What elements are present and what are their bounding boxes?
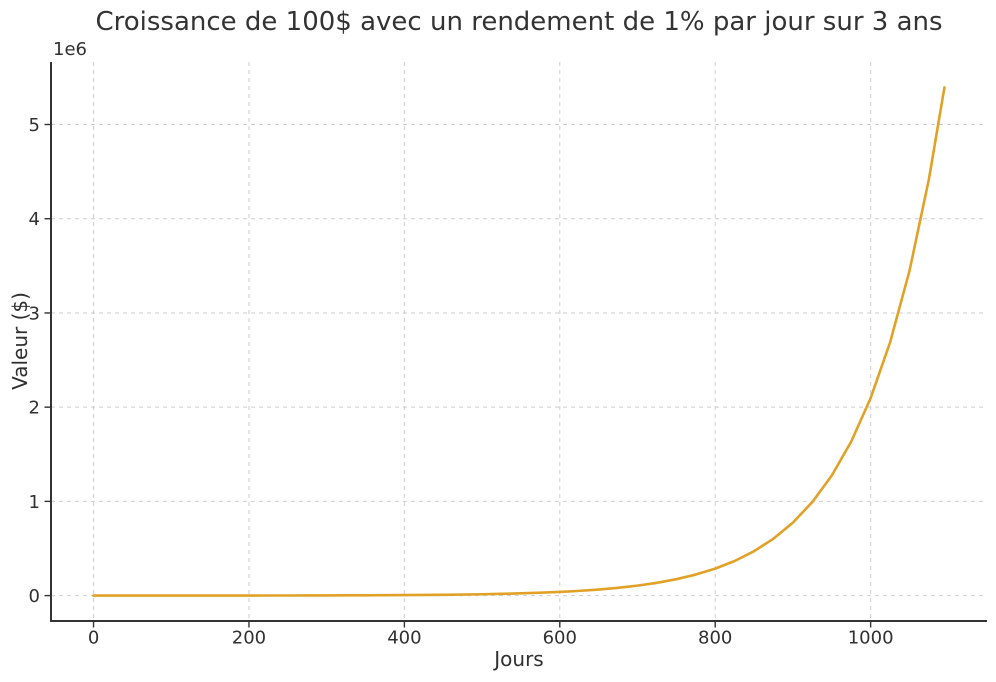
y-tick-label: 0: [29, 586, 40, 607]
x-tick-label: 600: [543, 628, 577, 649]
y-tick-label: 2: [29, 398, 40, 419]
chart-title: Croissance de 100$ avec un rendement de …: [95, 7, 943, 37]
x-tick-label: 1000: [848, 628, 894, 649]
x-tick-label: 400: [387, 628, 421, 649]
x-tick-label: 0: [88, 628, 99, 649]
y-axis-offset-label: 1e6: [53, 39, 87, 60]
x-tick-label: 800: [698, 628, 732, 649]
y-tick-label: 4: [29, 209, 40, 230]
x-tick-label: 200: [232, 628, 266, 649]
gridlines: [51, 62, 987, 621]
y-tick-label: 3: [29, 303, 40, 324]
axis-ticks: 0 200 400 600 800 1000 0 1 2 3 4 5: [29, 115, 894, 648]
growth-curve: [92, 86, 946, 597]
y-tick-label: 5: [29, 115, 40, 136]
x-axis-label: Jours: [494, 647, 544, 671]
y-tick-label: 1: [29, 492, 40, 513]
